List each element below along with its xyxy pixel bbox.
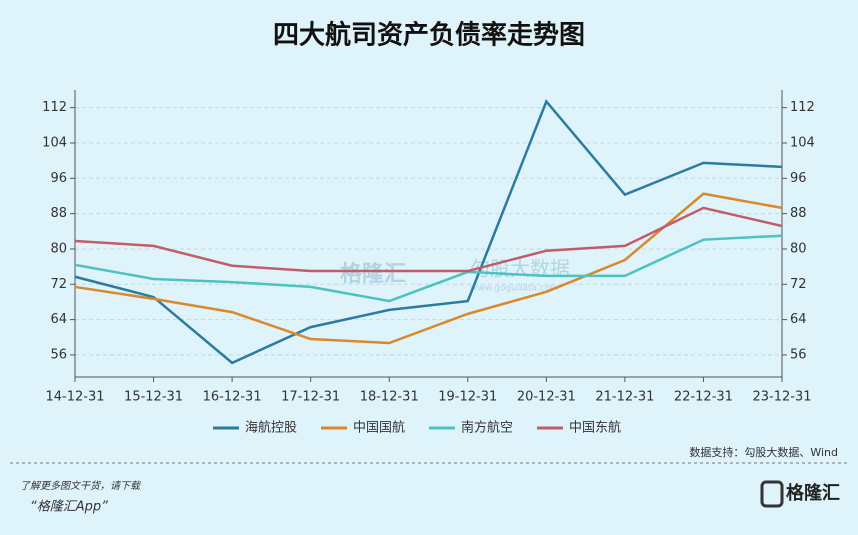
footer-note: 了解更多图文干货，请下载	[20, 480, 142, 492]
source: 数据支持：勾股大数据、Wind	[689, 445, 838, 459]
chart-title: 四大航司资产负债率走势图	[273, 20, 585, 51]
y2-tick-label: 88	[790, 206, 807, 221]
y-tick-label: 112	[42, 100, 67, 115]
line	[74, 99, 783, 365]
y2-tick-label: 56	[790, 347, 807, 362]
y-tick-label: 72	[50, 277, 67, 292]
watermark: 格隆汇 勾股大数据 www.gogudata.com	[340, 257, 570, 294]
legend-label: 中国国航	[353, 420, 405, 436]
y2-tick-label: 72	[790, 277, 807, 292]
y2-tick-label: 64	[790, 312, 807, 327]
y2-tick-label: 104	[790, 135, 815, 150]
x-tick-label: 21-12-31	[595, 390, 654, 405]
y2-tick-label: 112	[790, 100, 815, 115]
y2-tick-label: 80	[790, 241, 807, 256]
legend-label: 海航控股	[245, 420, 297, 436]
logo-icon	[760, 480, 784, 508]
x-tick-label: 22-12-31	[674, 390, 733, 405]
y-tick-label: 96	[50, 171, 67, 186]
x-tick-label: 15-12-31	[124, 390, 183, 405]
legend-label: 中国东航	[569, 420, 621, 436]
y-tick-label: 80	[50, 241, 67, 256]
x-tick-label: 18-12-31	[360, 390, 419, 405]
y-tick-label: 56	[50, 347, 67, 362]
x-tick-label: 20-12-31	[517, 390, 576, 405]
line	[74, 234, 783, 303]
x-tick-label: 23-12-31	[752, 390, 811, 405]
y-tick-label: 64	[50, 312, 67, 327]
line	[74, 206, 783, 273]
x-tick-label: 19-12-31	[438, 390, 497, 405]
x-tick-label: 17-12-31	[281, 390, 340, 405]
footer-app: “格隆汇App”	[30, 500, 108, 515]
y2-tick-label: 96	[790, 171, 807, 186]
watermark-url: www.gogudata.com	[470, 284, 559, 294]
legend-label: 南方航空	[461, 420, 513, 436]
x-tick-label: 14-12-31	[45, 390, 104, 405]
y-tick-label: 88	[50, 206, 67, 221]
watermark-brand: 格隆汇	[340, 261, 406, 287]
x-tick-label: 16-12-31	[203, 390, 262, 405]
footer-logo: 格隆汇	[786, 482, 840, 504]
y-tick-label: 104	[42, 135, 67, 150]
